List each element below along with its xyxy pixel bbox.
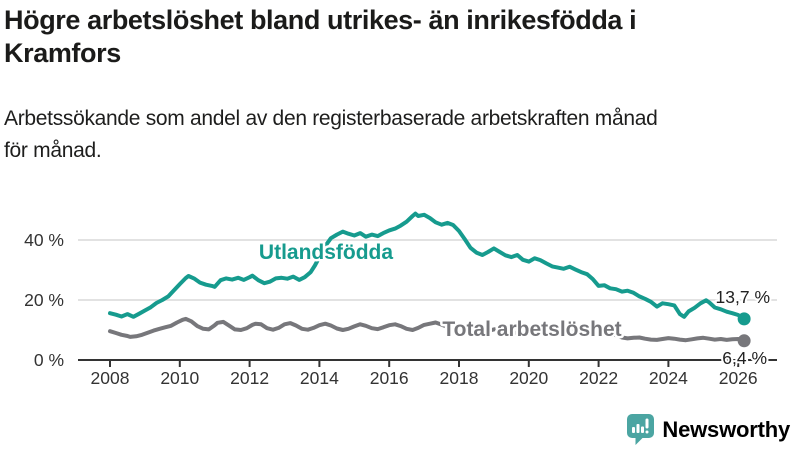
page-title: Högre arbetslöshet bland utrikes- än inr… <box>4 4 796 70</box>
chart-subtitle: Arbetssökande som andel av den registerb… <box>4 103 796 167</box>
series-line-utlandsfodda <box>108 211 747 321</box>
newsworthy-logo-text: Newsworthy <box>662 416 790 442</box>
x-axis-tick-label: 2018 <box>440 368 479 388</box>
y-axis-tick-label: 0 % <box>34 350 64 370</box>
series-label: Utlandsfödda <box>259 241 393 264</box>
x-axis-tick-label: 2022 <box>579 368 618 388</box>
y-axis-tick-label: 20 % <box>24 290 64 310</box>
x-axis-tick-label: 2014 <box>300 368 339 388</box>
series-end-value-label: 13,7 % <box>716 287 770 307</box>
x-axis-tick-label: 2008 <box>91 368 130 388</box>
series-line-total <box>108 316 747 343</box>
x-axis-tick-label: 2016 <box>370 368 409 388</box>
series-label: Total arbetslöshet <box>442 318 621 341</box>
x-axis-tick-label: 2020 <box>509 368 548 388</box>
header: Högre arbetslöshet bland utrikes- än inr… <box>4 4 796 70</box>
x-axis-tick-label: 2026 <box>719 368 758 388</box>
x-axis-tick-label: 2010 <box>160 368 199 388</box>
title-line-1: Högre arbetslöshet bland utrikes- än inr… <box>4 5 637 35</box>
series-end-dot <box>737 312 751 326</box>
subtitle-line-2: för månad. <box>4 139 102 162</box>
series-end-value-label: 6,4 % <box>722 348 767 368</box>
subtitle-line-1: Arbetssökande som andel av den registerb… <box>4 107 658 130</box>
x-axis-tick-label: 2024 <box>649 368 688 388</box>
y-axis-tick-label: 40 % <box>24 230 64 250</box>
newsworthy-bubble-chart-icon <box>627 414 655 445</box>
newsworthy-logo: Newsworthy <box>627 414 790 445</box>
x-axis-tick-label: 2012 <box>230 368 269 388</box>
series-end-dot <box>737 334 751 348</box>
title-line-2: Kramfors <box>4 38 121 68</box>
